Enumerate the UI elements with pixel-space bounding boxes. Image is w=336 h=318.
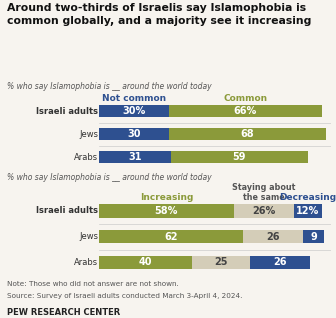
Text: 62: 62 xyxy=(164,232,178,242)
Text: Decreasing: Decreasing xyxy=(279,193,336,202)
Text: 26: 26 xyxy=(266,232,280,242)
Text: Common: Common xyxy=(223,94,267,103)
Text: 30: 30 xyxy=(127,129,141,139)
Text: Not common: Not common xyxy=(102,94,166,103)
Text: % who say Islamophobia is __ around the world today: % who say Islamophobia is __ around the … xyxy=(7,173,211,182)
Text: Israeli adults: Israeli adults xyxy=(36,206,98,215)
Bar xyxy=(99,128,169,140)
Text: 31: 31 xyxy=(128,152,142,162)
Bar xyxy=(234,204,294,218)
Bar xyxy=(99,204,234,218)
Bar xyxy=(192,256,250,269)
Text: 58%: 58% xyxy=(155,206,178,216)
Text: 68: 68 xyxy=(241,129,254,139)
Text: 40: 40 xyxy=(139,258,152,267)
Text: Arabs: Arabs xyxy=(74,258,98,267)
Text: Jews: Jews xyxy=(79,130,98,139)
Bar xyxy=(99,230,243,243)
Text: Staying about
the same: Staying about the same xyxy=(232,183,295,202)
Text: Around two-thirds of Israelis say Islamophobia is
common globally, and a majorit: Around two-thirds of Israelis say Islamo… xyxy=(7,3,311,26)
Bar xyxy=(250,256,310,269)
Bar xyxy=(99,151,171,163)
Text: 26: 26 xyxy=(273,258,287,267)
Bar xyxy=(303,230,324,243)
Text: 12%: 12% xyxy=(296,206,320,216)
Text: 9: 9 xyxy=(310,232,317,242)
Text: 59: 59 xyxy=(233,152,246,162)
Text: 25: 25 xyxy=(214,258,227,267)
Bar xyxy=(243,230,303,243)
Bar xyxy=(99,105,169,117)
Text: PEW RESEARCH CENTER: PEW RESEARCH CENTER xyxy=(7,308,120,317)
Bar xyxy=(294,204,322,218)
Bar xyxy=(169,105,322,117)
Text: 26%: 26% xyxy=(252,206,275,216)
Bar xyxy=(169,128,326,140)
Text: Israeli adults: Israeli adults xyxy=(36,107,98,116)
Text: % who say Islamophobia is __ around the world today: % who say Islamophobia is __ around the … xyxy=(7,82,211,91)
Bar xyxy=(171,151,308,163)
Text: Note: Those who did not answer are not shown.: Note: Those who did not answer are not s… xyxy=(7,281,178,287)
Text: 30%: 30% xyxy=(122,106,145,116)
Bar xyxy=(99,256,192,269)
Text: Jews: Jews xyxy=(79,232,98,241)
Text: Source: Survey of Israeli adults conducted March 3-April 4, 2024.: Source: Survey of Israeli adults conduct… xyxy=(7,293,242,299)
Text: 66%: 66% xyxy=(234,106,257,116)
Text: Arabs: Arabs xyxy=(74,153,98,162)
Text: Increasing: Increasing xyxy=(140,193,193,202)
